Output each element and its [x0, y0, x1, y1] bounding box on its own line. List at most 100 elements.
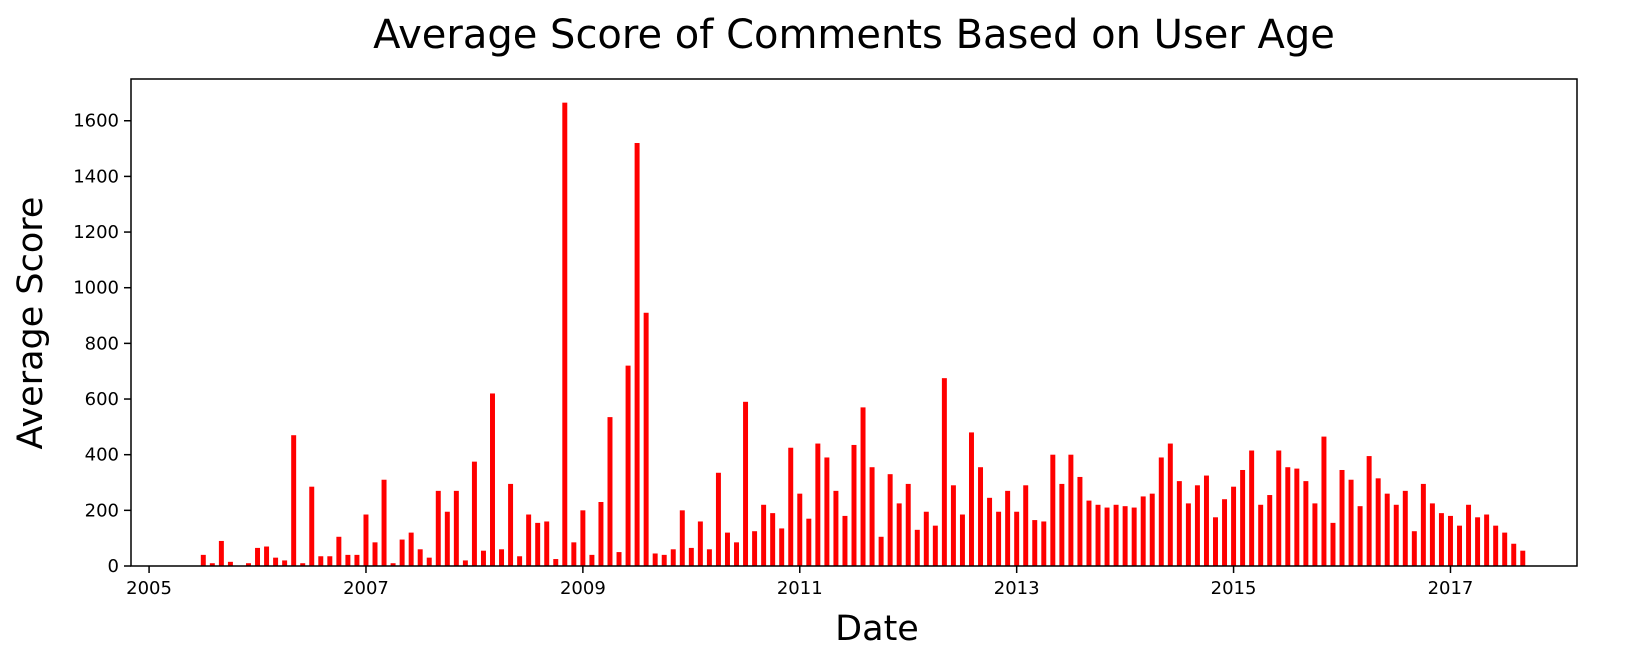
bar-2011-09: [869, 467, 875, 566]
bar-2007-02: [372, 542, 378, 566]
bar-2005-09: [218, 540, 224, 566]
bar-2009-01: [580, 510, 586, 566]
bar-2012-11: [996, 511, 1002, 566]
bar-2011-05: [833, 490, 839, 566]
bar-2009-03: [598, 501, 604, 566]
y-tick-label-600: 600: [85, 389, 119, 410]
bar-2013-10: [1095, 504, 1101, 566]
bar-2008-01: [471, 461, 477, 566]
bar-2016-10: [1420, 483, 1426, 566]
bar-2011-01: [797, 493, 803, 566]
bar-2009-02: [589, 554, 595, 566]
bar-2010-05: [724, 532, 730, 566]
bar-2016-09: [1411, 531, 1417, 566]
bar-2014-06: [1167, 443, 1173, 566]
bar-2007-06: [408, 532, 414, 566]
bar-2010-07: [743, 401, 749, 566]
bar-2007-10: [444, 511, 450, 566]
y-tick-label-200: 200: [85, 500, 119, 521]
bar-2007-12: [462, 560, 468, 566]
bar-2015-04: [1258, 504, 1264, 566]
y-tick-label-0: 0: [108, 556, 119, 577]
y-tick-label-1200: 1200: [73, 222, 119, 243]
bar-2013-07: [1068, 454, 1074, 566]
x-tick-label-2005: 2005: [126, 578, 172, 599]
y-tick-label-800: 800: [85, 333, 119, 354]
bar-2014-03: [1140, 496, 1146, 566]
bar-2016-05: [1375, 478, 1381, 566]
y-tick-label-1600: 1600: [73, 111, 119, 132]
bar-2008-09: [544, 521, 550, 566]
bar-2007-07: [417, 549, 423, 566]
bar-2010-01: [688, 547, 694, 566]
plot-frame: [130, 78, 1578, 567]
bar-2016-11: [1429, 503, 1435, 566]
bar-2008-12: [571, 542, 577, 566]
bar-2006-01: [255, 547, 261, 566]
x-tick-label-2009: 2009: [560, 578, 606, 599]
bar-2005-12: [246, 563, 251, 566]
bar-2013-12: [1113, 504, 1119, 566]
bar-2008-06: [517, 556, 523, 566]
bar-2005-10: [227, 561, 233, 566]
bar-2010-06: [734, 542, 739, 566]
bar-2016-08: [1402, 490, 1408, 566]
bar-2009-09: [652, 553, 658, 566]
bar-2017-03: [1466, 504, 1472, 566]
bar-2015-12: [1330, 522, 1336, 566]
bar-2016-04: [1366, 456, 1372, 566]
x-tick-label-2013: 2013: [994, 578, 1040, 599]
bar-2017-07: [1502, 532, 1508, 566]
bar-2009-11: [670, 549, 676, 566]
x-tick-label-2017: 2017: [1428, 578, 1474, 599]
bar-2013-01: [1014, 511, 1020, 566]
bar-2014-11: [1213, 517, 1218, 566]
bar-2014-05: [1158, 457, 1164, 566]
chart-title: Average Score of Comments Based on User …: [373, 12, 1335, 58]
x-tick-label-2015: 2015: [1211, 578, 1257, 599]
bar-2014-10: [1203, 475, 1209, 566]
bar-2006-03: [273, 557, 279, 566]
bar-2010-08: [752, 531, 758, 566]
bar-2007-09: [435, 490, 441, 566]
bar-2012-01: [905, 483, 911, 566]
y-tick-label-400: 400: [85, 445, 119, 466]
bar-2009-06: [625, 365, 631, 566]
bar-2006-07: [309, 486, 315, 566]
bar-2016-06: [1384, 493, 1390, 566]
bar-2011-06: [842, 515, 848, 566]
bar-2006-11: [345, 554, 351, 566]
bar-2017-08: [1511, 543, 1517, 566]
bar-2016-02: [1348, 479, 1354, 566]
bar-2009-10: [661, 554, 667, 566]
x-axis-ticks: 2005 2007 2009 2011 2013 2015 2017: [126, 566, 1473, 599]
bar-2015-03: [1249, 450, 1255, 566]
bar-2013-02: [1023, 485, 1029, 566]
bar-2017-02: [1457, 525, 1462, 566]
bar-2011-03: [815, 443, 821, 566]
bar-2012-02: [914, 529, 920, 566]
bar-2012-08: [969, 432, 974, 566]
bar-2013-08: [1077, 476, 1083, 566]
bar-2012-10: [987, 497, 993, 566]
bar-2011-10: [878, 536, 884, 566]
bar-2017-04: [1475, 517, 1481, 566]
bar-2015-01: [1231, 486, 1237, 566]
bar-2012-05: [941, 378, 947, 566]
bar-2015-06: [1276, 450, 1282, 566]
bar-2006-02: [264, 546, 270, 566]
bar-2010-03: [706, 549, 712, 566]
bar-2008-08: [535, 522, 541, 566]
bar-2006-06: [300, 563, 306, 566]
bar-2016-12: [1438, 513, 1444, 566]
bar-2012-09: [978, 467, 984, 566]
bar-2010-09: [761, 504, 767, 566]
bar-2011-08: [860, 407, 866, 566]
bar-2014-09: [1194, 485, 1200, 566]
bar-2011-04: [824, 457, 830, 566]
bar-2009-08: [643, 312, 649, 566]
bar-2015-07: [1285, 467, 1291, 566]
bar-2015-10: [1312, 503, 1318, 566]
bar-2005-07: [200, 554, 206, 566]
bar-2017-01: [1447, 515, 1453, 566]
